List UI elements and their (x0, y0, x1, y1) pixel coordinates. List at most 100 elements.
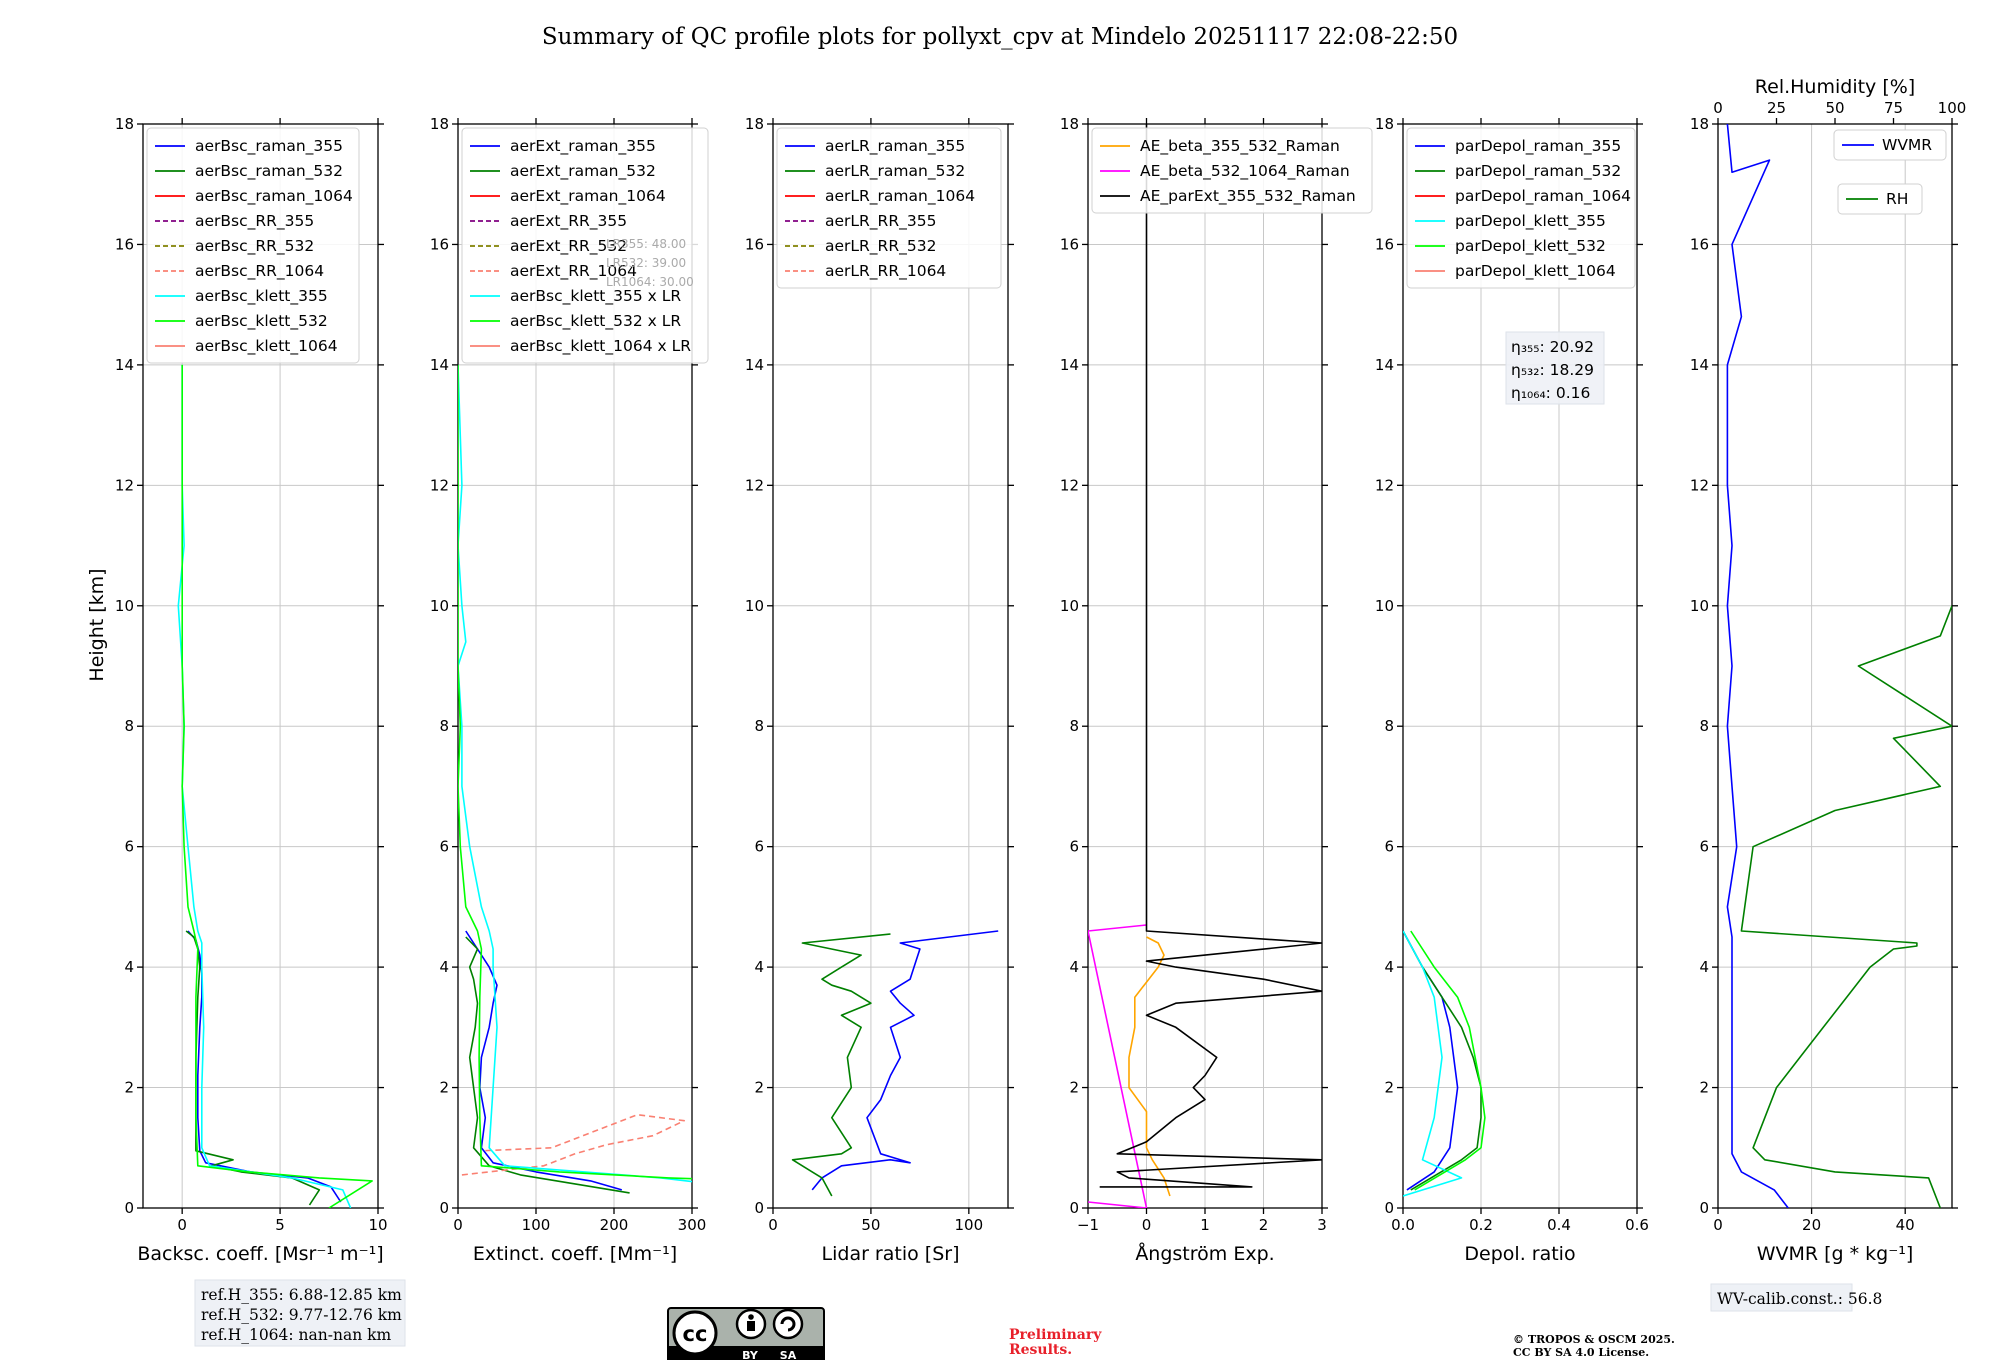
top-tick-label: 50 (1825, 99, 1844, 117)
xtick-label: 0.6 (1625, 1216, 1649, 1234)
legend-label: aerLR_raman_355 (825, 137, 965, 156)
xtick-label: 40 (1896, 1216, 1915, 1234)
legend-label: AE_beta_532_1064_Raman (1140, 162, 1350, 181)
series-line-aerBsc_raman_355 (187, 930, 342, 1203)
eta-box: η₃₅₅: 20.92 η₅₃₂: 18.29 η₁₀₆₄: 0.16 (1505, 331, 1605, 405)
ytick-label: 18 (1690, 115, 1709, 133)
legend: aerBsc_raman_355 aerBsc_raman_532 aerBsc_r… (146, 127, 360, 364)
legend-label: aerBsc_raman_1064 (195, 187, 353, 206)
refh-box: ref.H_355: 6.88-12.85 km ref.H_532: 9.77… (194, 1279, 406, 1347)
series-group (1726, 124, 1952, 1208)
ytick-label: 0 (1069, 1199, 1079, 1217)
x-axis-label: WVMR [g * kg⁻¹] (1757, 1243, 1914, 1265)
xtick-label: 0.0 (1391, 1216, 1415, 1234)
copyright-line1: © TROPOS & OSCM 2025. (1513, 1333, 1675, 1346)
ytick-label: 18 (1375, 115, 1394, 133)
ytick-label: 2 (1699, 1079, 1709, 1097)
legend-box (146, 127, 360, 364)
eta-label: η₅₃₂: 18.29 (1511, 361, 1594, 379)
series-line-aerLR_raman_532 (791, 933, 891, 1197)
ytick-label: 0 (124, 1199, 134, 1217)
series-line-aerExt_RR_1064 (461, 1113, 686, 1176)
legend-label: AE_beta_355_532_Raman (1140, 137, 1340, 156)
legend-label: aerExt_RR_1064 (510, 262, 637, 281)
legend: aerExt_raman_355 aerExt_raman_532 aerExt_r… (461, 127, 709, 364)
ytick-label: 0 (439, 1199, 449, 1217)
y-axis-label: Height [km] (86, 568, 108, 681)
legend-box (1833, 129, 1947, 161)
series-line-aerBsc_klett_532 (181, 364, 373, 1208)
xtick-label: 0 (1713, 1216, 1723, 1234)
legend-label: parDepol_klett_1064 (1455, 262, 1616, 281)
panel-lr: 0 2 4 6 8 10 12 14 16 18 0 50 100 Lidar ratio [Sr] aer… (745, 115, 1014, 1265)
legend-box (1837, 183, 1923, 215)
series-line-parDepol_raman_532 (1403, 930, 1482, 1191)
ytick-label: 10 (115, 597, 134, 615)
legend-label: parDepol_klett_355 (1455, 212, 1606, 231)
legend-label: aerExt_raman_532 (510, 162, 656, 181)
axes-frame (772, 123, 1009, 1209)
legend: aerLR_raman_355 aerLR_raman_532 aerLR_rama… (776, 127, 1002, 289)
xtick-label: 0 (768, 1216, 778, 1234)
xtick-label: 100 (522, 1216, 551, 1234)
ytick-label: 8 (439, 717, 449, 735)
ytick-label: 16 (1690, 235, 1709, 253)
legend-label: parDepol_klett_532 (1455, 237, 1606, 256)
ytick-label: 14 (1690, 356, 1709, 374)
ytick-label: 4 (1069, 958, 1079, 976)
ytick-label: 6 (439, 838, 449, 856)
legend: parDepol_raman_355 parDepol_raman_532 parD… (1406, 127, 1636, 289)
wv-calib-text: WV-calib.const.: 56.8 (1717, 1290, 1882, 1308)
series-group (458, 364, 692, 1208)
series-line-aerLR_raman_355 (811, 930, 999, 1191)
series-group (791, 930, 999, 1197)
series-line-AE_parExt_355_532_Raman (1099, 124, 1322, 1188)
ytick-label: 0 (754, 1199, 764, 1217)
figure-title: Summary of QC profile plots for pollyxt_… (542, 24, 1458, 50)
legend-label: aerExt_RR_532 (510, 237, 627, 256)
ytick-label: 4 (124, 958, 134, 976)
series-line-parDepol_klett_355 (1403, 930, 1463, 1197)
legend-label: aerExt_raman_355 (510, 137, 656, 156)
ytick-label: 6 (124, 838, 134, 856)
legend-label: aerBsc_klett_532 x LR (510, 312, 681, 331)
refh-1064: ref.H_1064: nan-nan km (201, 1326, 392, 1344)
xtick-label: 0 (177, 1216, 187, 1234)
ytick-label: 16 (430, 235, 449, 253)
ytick-label: 18 (745, 115, 764, 133)
ytick-label: 10 (745, 597, 764, 615)
top-tick-label: 75 (1884, 99, 1903, 117)
ytick-label: 0 (1699, 1199, 1709, 1217)
ytick-label: 2 (124, 1079, 134, 1097)
legend-label: RH (1886, 190, 1908, 208)
ytick-label: 8 (1699, 717, 1709, 735)
legend-label: aerExt_raman_1064 (510, 187, 666, 206)
axes-frame (1402, 123, 1638, 1209)
legend-label: parDepol_raman_355 (1455, 137, 1621, 156)
legend-box (776, 127, 1002, 289)
xtick-label: 2 (1259, 1216, 1269, 1234)
ytick-label: 12 (115, 476, 134, 494)
lr-note: LR1064: 30.00 (606, 275, 694, 289)
x-axis-label: Depol. ratio (1464, 1243, 1575, 1265)
top-tick-label: 0 (1713, 99, 1723, 117)
refh-355: ref.H_355: 6.88-12.85 km (201, 1286, 402, 1304)
legend-label: aerBsc_RR_532 (195, 237, 314, 256)
ytick-label: 10 (1060, 597, 1079, 615)
legend-label: aerBsc_RR_355 (195, 212, 314, 231)
xtick-label: 10 (368, 1216, 387, 1234)
legend-label: aerBsc_klett_1064 x LR (510, 337, 691, 356)
ytick-label: 18 (430, 115, 449, 133)
xtick-label: 50 (861, 1216, 880, 1234)
series-line-aerBsc_klett_532 x LR (458, 364, 692, 1208)
legend-label: aerBsc_RR_1064 (195, 262, 324, 281)
lr-note: LR532: 39.00 (606, 256, 686, 270)
ytick-label: 16 (745, 235, 764, 253)
x-axis-label: Backsc. coeff. [Msr⁻¹ m⁻¹] (137, 1243, 383, 1265)
ytick-label: 16 (1060, 235, 1079, 253)
